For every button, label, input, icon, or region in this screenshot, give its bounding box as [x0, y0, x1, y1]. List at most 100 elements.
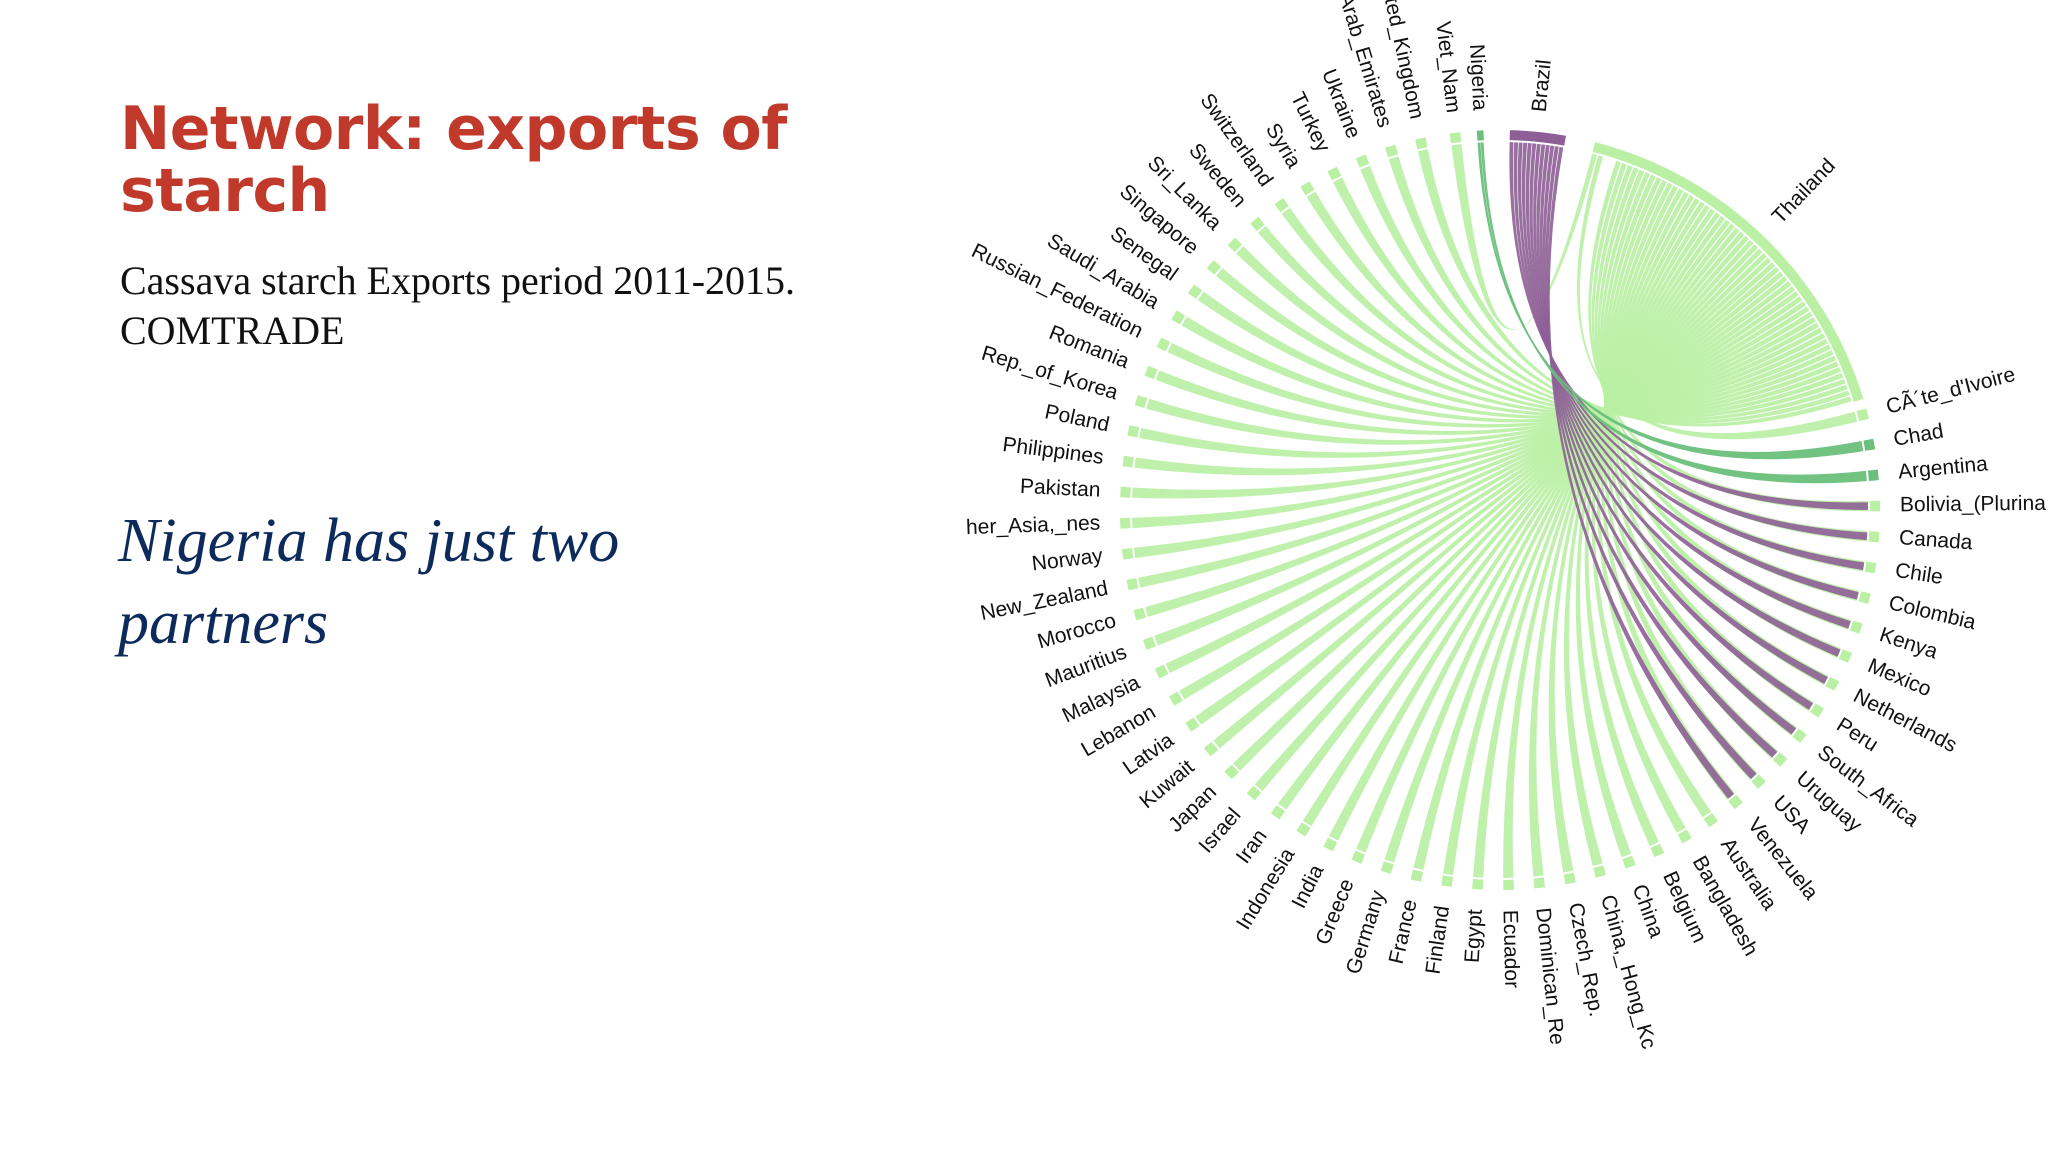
arc-her-asia-nes: [1120, 517, 1131, 529]
label-thailand: Thailand: [1768, 154, 1840, 228]
arc-china-hong-kc: [1593, 865, 1607, 878]
arc-singapore: [1206, 260, 1222, 275]
label-argentina: Argentina: [1897, 452, 1989, 483]
arc-finland: [1441, 875, 1453, 887]
arc-nigeria: [1476, 130, 1484, 141]
label-china: China: [1628, 881, 1669, 941]
chord-thailand-iran: [1278, 248, 1763, 810]
arc-venezuela: [1728, 794, 1743, 810]
arc-ukraine: [1355, 154, 1370, 168]
arc-brazil: [1509, 130, 1566, 146]
subtitle-line-2: COMTRADE: [120, 308, 345, 353]
label-c-te-d-ivoire: CÃ´te_d'Ivoire: [1883, 362, 2017, 419]
arc-malaysia: [1154, 664, 1169, 679]
label-her-asia-nes: her_Asia,_nes: [966, 512, 1101, 540]
arc-morocco: [1133, 607, 1146, 621]
arc-germany: [1380, 861, 1394, 874]
arc-latvia: [1185, 717, 1200, 732]
label-chile: Chile: [1894, 559, 1945, 589]
chord-brazil-peru: [1536, 144, 1814, 710]
label-france: France: [1385, 897, 1422, 966]
label-egypt: Egypt: [1461, 908, 1487, 963]
chord-brazil-netherlands: [1533, 143, 1828, 684]
label-ecuador: Ecuador: [1499, 910, 1524, 989]
arc-netherlands: [1825, 676, 1840, 691]
arc-uruguay: [1772, 752, 1788, 767]
label-poland: Poland: [1043, 400, 1112, 436]
chord-thailand-poland: [1139, 317, 1816, 458]
arc-nited-kingdom: [1415, 137, 1428, 150]
arc-dominican-re: [1533, 877, 1545, 889]
arc-rep-of-korea: [1134, 395, 1148, 409]
chord-arcs: [1120, 130, 1880, 890]
label-norway: Norway: [1031, 544, 1105, 575]
arc-greece: [1351, 850, 1365, 864]
arc-sri-lanka: [1227, 237, 1243, 253]
arc-syria: [1300, 181, 1315, 196]
arc-romania: [1144, 365, 1158, 380]
arc-pakistan: [1120, 486, 1131, 498]
label-philippines: Philippines: [1001, 433, 1105, 469]
chord-thailand-lebanon: [1179, 271, 1784, 700]
arc-viet-nam: [1449, 132, 1462, 144]
chord-thailand-china-hong-kc: [1563, 204, 1710, 867]
chord-thailand-bangladesh: [1591, 194, 1695, 833]
arc-c-te-d-ivoire: [1856, 408, 1869, 422]
arc-lebanon: [1168, 691, 1183, 706]
arc-new-zealand: [1126, 578, 1139, 591]
arc-usa: [1751, 774, 1766, 789]
label-viet-nam: Viet_Nam: [1431, 20, 1465, 114]
arc-japan: [1224, 764, 1239, 780]
label-finland: Finland: [1422, 904, 1454, 975]
arc-belgium: [1650, 843, 1665, 858]
arc-indonesia: [1296, 822, 1311, 837]
arc-bangladesh: [1677, 829, 1692, 844]
label-bolivia-plurina: Bolivia_(Plurina: [1900, 492, 2046, 517]
arc-colombia: [1858, 591, 1871, 604]
label-india: India: [1287, 861, 1328, 912]
arc-kenya: [1849, 620, 1863, 634]
label-canada: Canada: [1898, 526, 1973, 554]
slide-note: Nigeria has just two partners: [118, 500, 838, 664]
chord-thailand-pakistan: [1132, 306, 1810, 499]
label-dominican-re: Dominican_Re: [1531, 907, 1568, 1046]
chord-thailand-kenya: [1599, 169, 1852, 630]
chord-thailand-russian-federation: [1167, 333, 1826, 428]
arc-norway: [1122, 548, 1134, 560]
chord-diagram: Viet_Nam Nigeria Brazil Thailand CÃ´te_d'Ivo…: [966, 0, 2047, 1052]
chord-thailand-latvia: [1195, 266, 1780, 725]
arc-turkey: [1327, 166, 1342, 181]
arc-senegal: [1187, 284, 1203, 299]
label-czech-rep-: Czech_Rep.: [1564, 901, 1608, 1019]
arc-mexico: [1838, 649, 1853, 663]
arc-sweden: [1250, 216, 1265, 232]
chord-thailand-israel: [1254, 252, 1767, 792]
arc-argentina: [1867, 469, 1879, 481]
arc-poland: [1127, 425, 1140, 438]
slide-title: Network: exports of starch: [120, 94, 787, 226]
note-line-1: Nigeria has just two: [118, 507, 620, 575]
arc-chile: [1864, 561, 1877, 574]
chord-links: [1132, 142, 1868, 878]
arc-philippines: [1122, 455, 1134, 468]
arc-mauritius: [1142, 636, 1156, 650]
arc-switzerland: [1274, 197, 1289, 213]
note-line-2: partners: [118, 589, 329, 657]
arc-iran: [1270, 805, 1286, 820]
label-brazil: Brazil: [1528, 59, 1556, 114]
arc-czech-rep-: [1563, 872, 1576, 885]
label-nigeria: Nigeria: [1465, 43, 1491, 111]
arc--arab-emirates: [1385, 144, 1399, 158]
arc-peru: [1809, 703, 1825, 718]
label-pakistan: Pakistan: [1019, 475, 1101, 502]
arc-ecuador: [1503, 879, 1514, 890]
chord-thailand-australia: [1596, 191, 1712, 818]
label-iran: Iran: [1232, 825, 1272, 868]
chord-thailand-kuwait: [1213, 262, 1776, 749]
chord-thailand-saudi-arabia: [1181, 316, 1829, 423]
arc-canada: [1868, 531, 1880, 543]
arc-saudi-arabia: [1171, 310, 1186, 325]
arc-france: [1410, 869, 1424, 882]
arc-israel: [1246, 785, 1262, 801]
arc-chad: [1863, 438, 1876, 451]
